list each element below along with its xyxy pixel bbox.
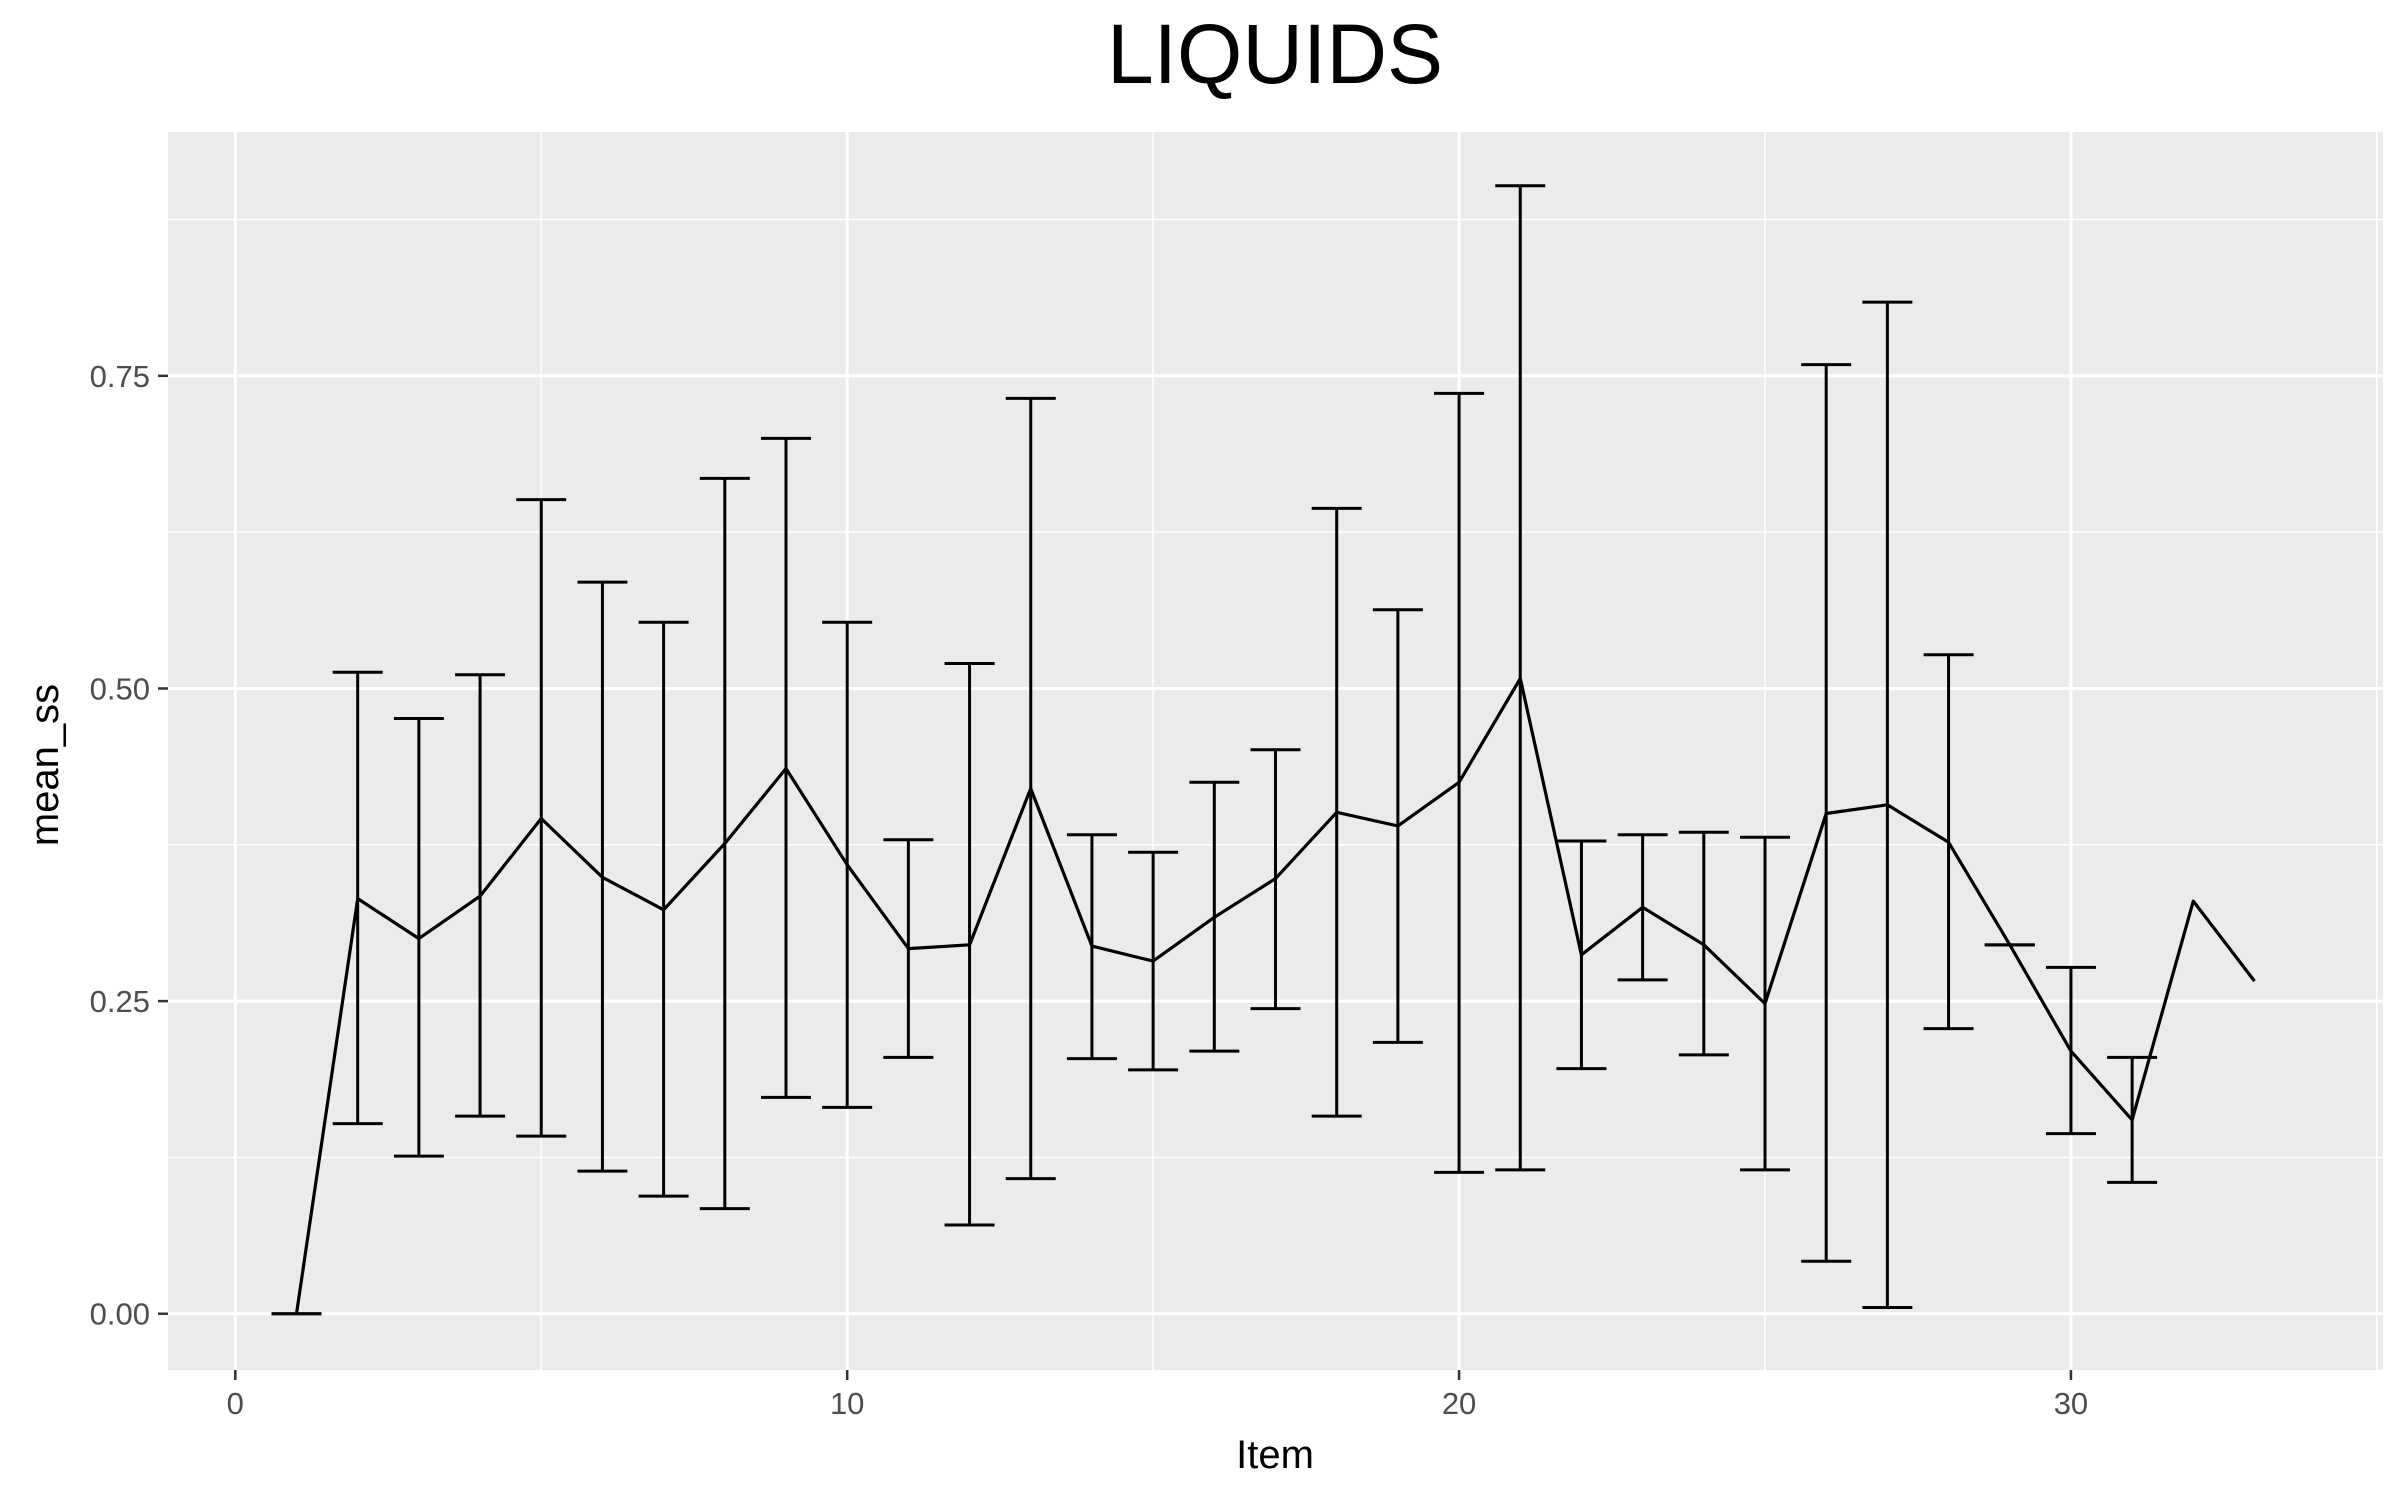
y-tick-label: 0.00 — [90, 1297, 150, 1332]
x-axis-ticks: 0 10 20 30 — [227, 1370, 2088, 1421]
x-tick-label: 10 — [830, 1386, 864, 1421]
y-tick-label: 0.50 — [90, 671, 150, 706]
chart-title: LIQUIDS — [1107, 7, 1443, 101]
y-tick-label: 0.75 — [90, 359, 150, 394]
x-tick-label: 20 — [1442, 1386, 1476, 1421]
x-tick-label: 0 — [227, 1386, 244, 1421]
y-tick-label: 0.25 — [90, 984, 150, 1019]
x-tick-label: 30 — [2054, 1386, 2088, 1421]
x-axis-label: Item — [1236, 1433, 1314, 1477]
y-axis-label: mean_ss — [23, 684, 67, 846]
series-line — [294, 676, 2256, 1314]
y-axis-ticks: 0.00 0.25 0.50 0.75 — [90, 359, 168, 1332]
